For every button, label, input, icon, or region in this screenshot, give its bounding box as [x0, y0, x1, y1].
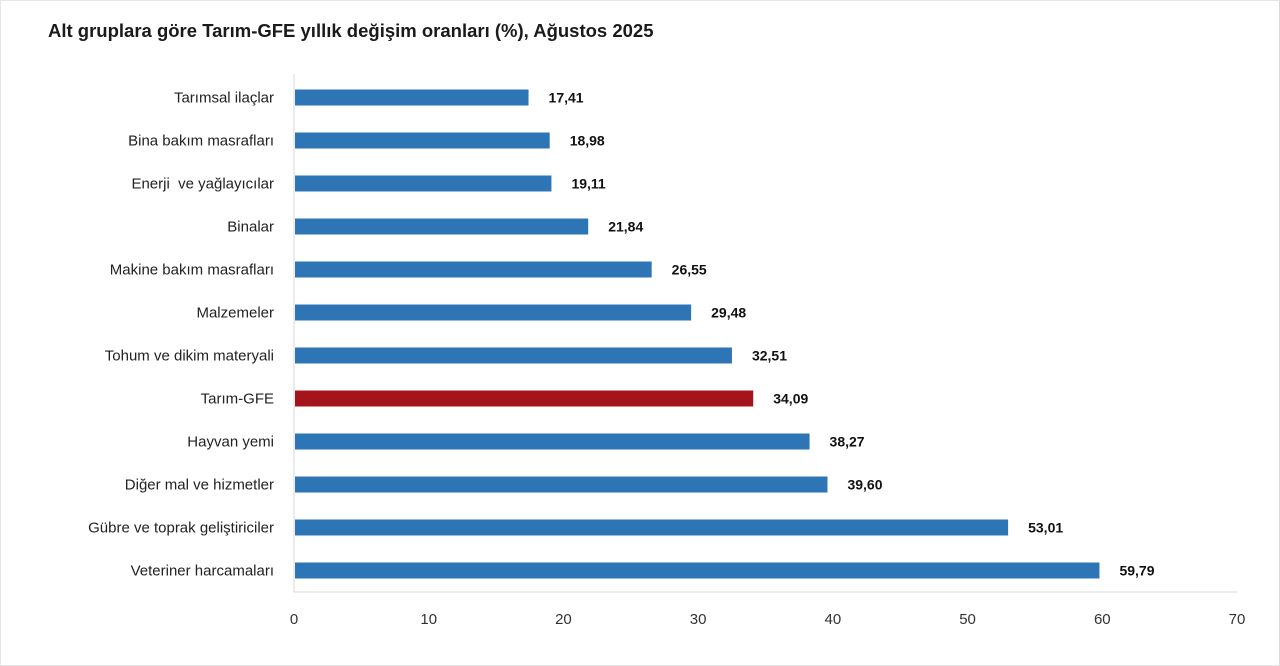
bar: [295, 476, 828, 493]
data-label: 29,48: [711, 305, 746, 321]
x-tick-label: 20: [555, 611, 572, 628]
bar: [295, 433, 810, 450]
x-tick-label: 10: [420, 611, 437, 628]
x-tick-label: 50: [959, 611, 976, 628]
data-label: 38,27: [830, 434, 865, 450]
category-label: Makine bakım masrafları: [110, 262, 274, 279]
x-tick-label: 60: [1094, 611, 1111, 628]
bar: [295, 390, 754, 407]
bar: [295, 175, 552, 192]
category-label: Diğer mal ve hizmetler: [125, 477, 274, 494]
category-label: Malzemeler: [196, 305, 274, 322]
data-label: 18,98: [570, 133, 605, 149]
category-label: Enerji ve yağlayıcılar: [131, 176, 274, 193]
data-label: 39,60: [847, 477, 882, 493]
x-tick-label: 70: [1229, 611, 1246, 628]
category-label: Tarım-GFE: [201, 391, 274, 408]
bar: [295, 562, 1100, 579]
x-tick-label: 0: [290, 611, 298, 628]
category-label: Bina bakım masrafları: [128, 133, 274, 150]
bar: [295, 261, 652, 278]
data-label: 17,41: [549, 90, 584, 106]
bar: [295, 347, 732, 364]
category-label: Binalar: [227, 219, 274, 236]
x-tick-label: 40: [825, 611, 842, 628]
data-label: 26,55: [672, 262, 707, 278]
category-label: Hayvan yemi: [187, 434, 274, 451]
data-label: 32,51: [752, 348, 787, 364]
category-label: Veteriner harcamaları: [131, 563, 274, 580]
category-label: Gübre ve toprak geliştiriciler: [88, 520, 274, 537]
data-label: 19,11: [571, 176, 605, 192]
category-label: Tohum ve dikim materyali: [105, 348, 274, 365]
data-label: 34,09: [773, 391, 808, 407]
bar: [295, 89, 529, 106]
data-label: 53,01: [1028, 520, 1063, 536]
chart-title: Alt gruplara göre Tarım-GFE yıllık değiş…: [48, 20, 654, 41]
category-label: Tarımsal ilaçlar: [174, 90, 274, 107]
bar: [295, 519, 1009, 536]
bar: [295, 132, 550, 149]
data-label: 59,79: [1119, 563, 1154, 579]
data-label: 21,84: [608, 219, 643, 235]
bar: [295, 218, 589, 235]
x-tick-label: 30: [690, 611, 707, 628]
bar: [295, 304, 692, 321]
